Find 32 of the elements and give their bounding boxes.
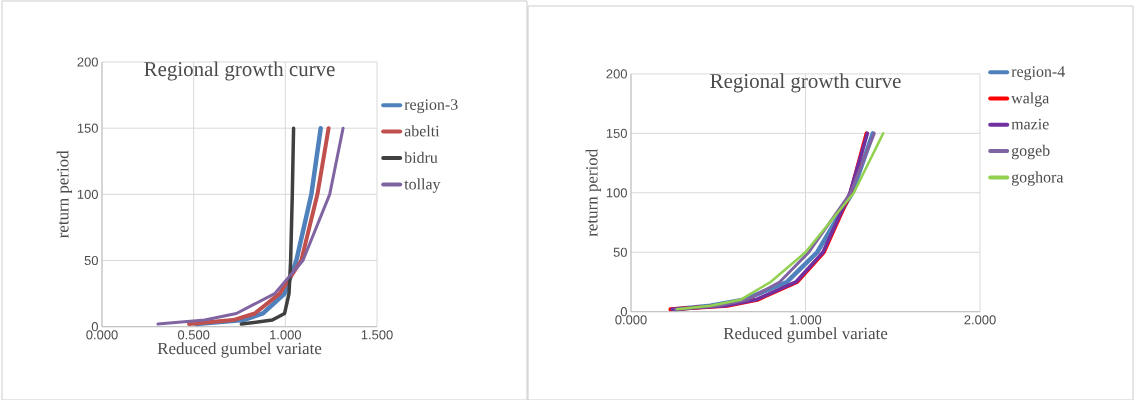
x-tick-label: 1.000 <box>270 330 302 340</box>
legend-label: abelti <box>404 125 440 137</box>
y-tick-label: 150 <box>77 123 98 133</box>
y-tick-label: 200 <box>77 57 98 67</box>
legend-label: mazie <box>1011 118 1049 130</box>
legend-label: gogeb <box>1011 144 1050 160</box>
legend-label: walga <box>1011 92 1050 107</box>
legend-label: tollay <box>404 178 441 193</box>
y-tick-label: 100 <box>606 188 627 198</box>
legend-label: goghora <box>1011 171 1064 186</box>
y-tick-label: 50 <box>613 247 627 257</box>
y-tick-label: 100 <box>77 189 98 199</box>
x-tick-label: 2.000 <box>964 315 996 325</box>
y-axis-title: return period <box>585 149 602 237</box>
y-tick-label: 150 <box>606 128 627 138</box>
chart-title: Regional growth curve <box>144 61 335 81</box>
x-axis-title: Reduced gumbel variate <box>157 342 322 358</box>
legend-label: region-3 <box>404 99 458 114</box>
x-tick-label: 0.000 <box>86 330 118 340</box>
x-axis-title: Reduced gumbel variate <box>723 327 888 343</box>
x-tick-label: 0.000 <box>615 315 647 325</box>
y-tick-label: 200 <box>606 69 627 79</box>
legend-label: bidru <box>404 151 438 163</box>
legend-label: region-4 <box>1011 66 1065 81</box>
x-tick-label: 0.500 <box>177 330 210 340</box>
y-tick-label: 50 <box>84 255 98 266</box>
chart-title: Regional growth curve <box>710 73 901 93</box>
y-tick-label: 0 <box>620 307 627 317</box>
y-tick-label: 0 <box>91 322 98 332</box>
x-tick-label: 1.500 <box>361 330 393 340</box>
x-tick-label: 1.000 <box>790 315 822 325</box>
y-axis-title: return period <box>56 150 73 238</box>
